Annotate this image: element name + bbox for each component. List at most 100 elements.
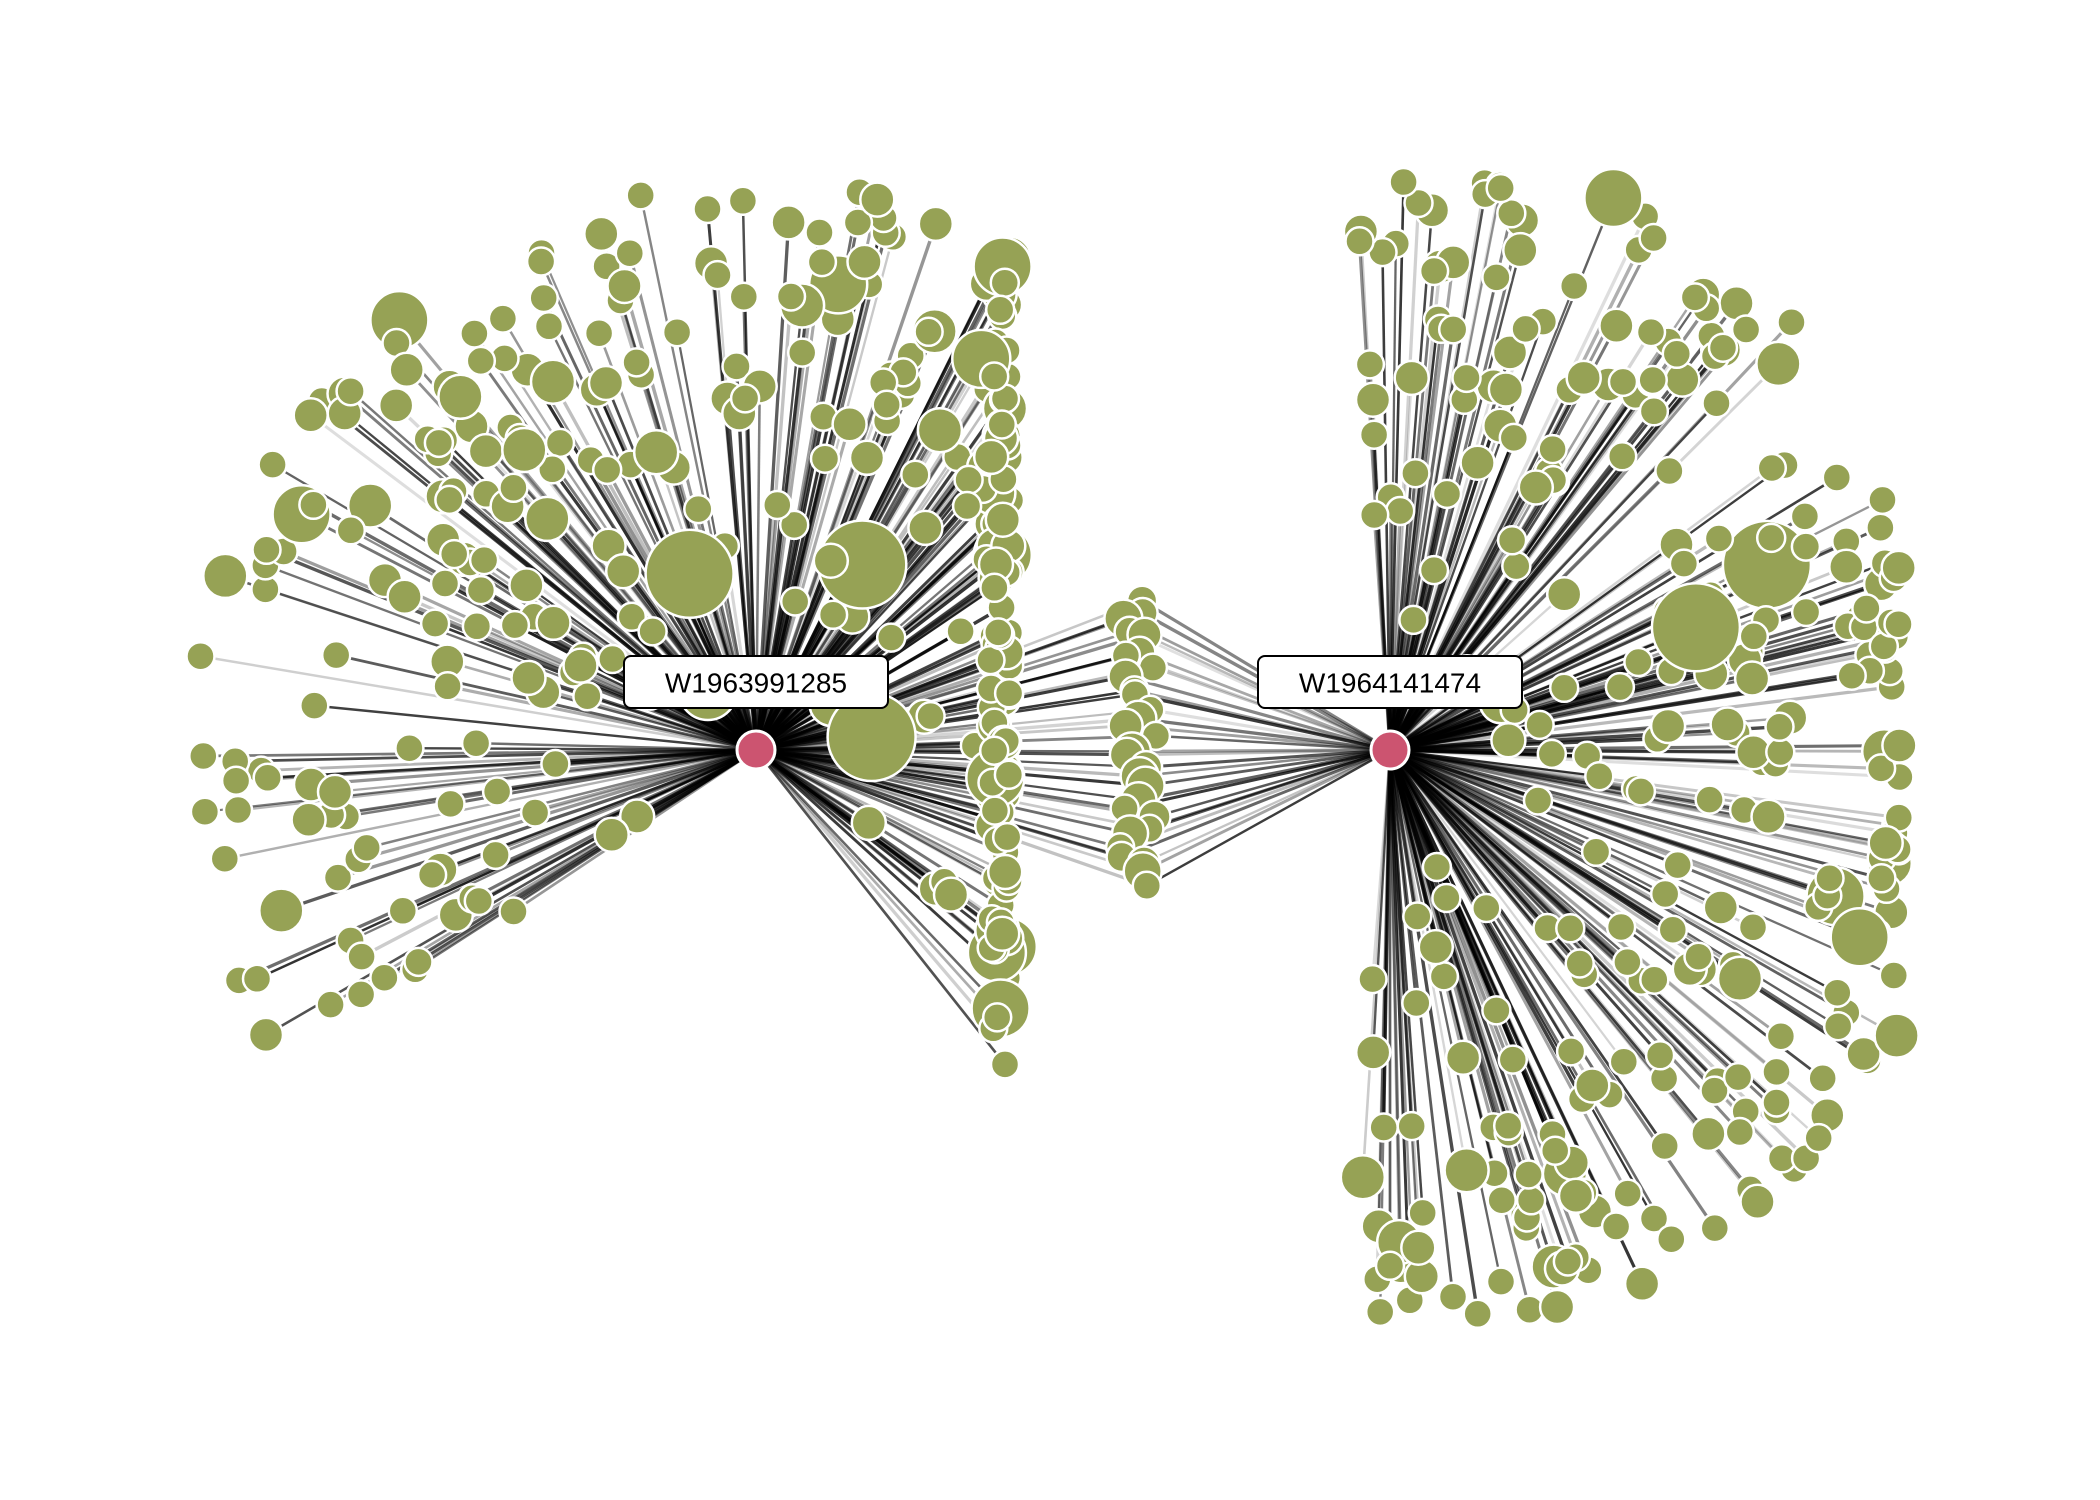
reference-node[interactable] <box>1716 955 1764 1003</box>
reference-node[interactable] <box>1537 433 1568 465</box>
reference-node[interactable] <box>1357 963 1388 995</box>
reference-node[interactable] <box>1649 707 1687 745</box>
reference-node[interactable] <box>1865 753 1897 784</box>
reference-node[interactable] <box>1431 882 1462 914</box>
reference-node[interactable] <box>1683 941 1714 972</box>
reference-node[interactable] <box>1552 1246 1584 1277</box>
reference-node[interactable] <box>257 449 288 480</box>
reference-node[interactable] <box>1707 332 1739 363</box>
reference-node[interactable] <box>1623 1265 1661 1303</box>
reference-node[interactable] <box>468 544 500 576</box>
reference-node[interactable] <box>625 180 656 211</box>
reference-node[interactable] <box>1437 1281 1469 1312</box>
reference-node[interactable] <box>1765 736 1796 768</box>
reference-node[interactable] <box>1873 1012 1920 1059</box>
reference-node[interactable] <box>252 762 283 794</box>
reference-node[interactable] <box>1584 760 1615 792</box>
reference-node[interactable] <box>434 484 465 516</box>
reference-node[interactable] <box>583 215 620 253</box>
reference-node[interactable] <box>1510 313 1541 345</box>
reference-node[interactable] <box>480 839 511 871</box>
reference-node[interactable] <box>1699 1212 1731 1244</box>
reference-node[interactable] <box>1668 548 1700 579</box>
reference-node[interactable] <box>351 832 382 864</box>
reference-node[interactable] <box>1761 1087 1792 1118</box>
reference-node[interactable] <box>202 552 249 600</box>
reference-node[interactable] <box>562 647 599 684</box>
reference-node[interactable] <box>1638 222 1669 254</box>
reference-node[interactable] <box>1709 706 1746 743</box>
reference-node[interactable] <box>1344 226 1375 257</box>
reference-node[interactable] <box>1524 709 1555 741</box>
reference-node[interactable] <box>591 454 623 486</box>
reference-node[interactable] <box>460 727 492 759</box>
reference-node[interactable] <box>1724 1116 1756 1148</box>
reference-node[interactable] <box>386 578 423 616</box>
reference-node[interactable] <box>499 609 531 641</box>
reference-node[interactable] <box>1421 851 1453 883</box>
reference-node[interactable] <box>621 347 652 378</box>
reference-node[interactable] <box>1396 1110 1427 1142</box>
reference-node[interactable] <box>487 303 519 334</box>
reference-node[interactable] <box>1401 987 1432 1019</box>
reference-node[interactable] <box>786 337 818 368</box>
reference-node[interactable] <box>986 853 1024 891</box>
reference-node[interactable] <box>975 644 1006 676</box>
reference-node[interactable] <box>322 862 354 893</box>
reference-node[interactable] <box>1733 660 1771 697</box>
reference-node[interactable] <box>1354 381 1392 418</box>
reference-node[interactable] <box>299 690 330 721</box>
reference-node[interactable] <box>1398 604 1429 636</box>
reference-node[interactable] <box>1738 621 1770 652</box>
reference-node[interactable] <box>1481 995 1512 1026</box>
reference-node[interactable] <box>1836 660 1867 691</box>
reference-node[interactable] <box>850 804 888 842</box>
reference-node[interactable] <box>1485 1266 1517 1297</box>
reference-node[interactable] <box>1517 469 1555 506</box>
reference-node[interactable] <box>1623 646 1654 678</box>
reference-node[interactable] <box>1403 187 1434 219</box>
reference-node[interactable] <box>1807 1063 1838 1094</box>
reference-node[interactable] <box>806 246 838 278</box>
reference-node[interactable] <box>1496 198 1527 229</box>
reference-node[interactable] <box>1878 960 1910 991</box>
reference-node[interactable] <box>1393 359 1430 397</box>
reference-node[interactable] <box>346 941 377 972</box>
reference-node[interactable] <box>1358 499 1390 531</box>
reference-node[interactable] <box>978 361 1010 392</box>
reference-node[interactable] <box>846 243 883 281</box>
reference-node[interactable] <box>1722 1061 1754 1093</box>
hub-node-w1963991285[interactable] <box>735 729 777 771</box>
reference-node[interactable] <box>185 640 216 672</box>
reference-node[interactable] <box>388 351 425 389</box>
reference-node[interactable] <box>1400 457 1431 489</box>
reference-node[interactable] <box>1702 889 1740 926</box>
reference-node[interactable] <box>1755 340 1802 388</box>
reference-node[interactable] <box>1638 396 1670 427</box>
reference-node[interactable] <box>1739 1183 1776 1221</box>
reference-node[interactable] <box>915 700 946 732</box>
reference-node[interactable] <box>981 1002 1013 1033</box>
reference-node[interactable] <box>616 601 648 633</box>
reference-node[interactable] <box>1612 946 1643 978</box>
reference-node[interactable] <box>762 489 793 521</box>
reference-node[interactable] <box>1548 672 1580 704</box>
reference-node[interactable] <box>644 528 735 620</box>
reference-node[interactable] <box>1790 596 1822 628</box>
reference-node[interactable] <box>1803 1122 1834 1154</box>
reference-node[interactable] <box>812 542 850 579</box>
reference-node[interactable] <box>403 946 434 978</box>
reference-node[interactable] <box>1608 1046 1640 1077</box>
reference-node[interactable] <box>1431 478 1463 510</box>
reference-node[interactable] <box>1487 371 1525 408</box>
reference-node[interactable] <box>597 643 628 675</box>
reference-node[interactable] <box>188 740 219 772</box>
reference-node[interactable] <box>251 534 282 566</box>
reference-node[interactable] <box>587 364 625 402</box>
reference-node[interactable] <box>1600 1211 1632 1242</box>
reference-node[interactable] <box>1814 863 1845 894</box>
reference-node[interactable] <box>1497 1044 1529 1075</box>
reference-node[interactable] <box>544 427 576 459</box>
reference-node[interactable] <box>1612 1178 1643 1209</box>
reference-node[interactable] <box>1654 455 1685 487</box>
